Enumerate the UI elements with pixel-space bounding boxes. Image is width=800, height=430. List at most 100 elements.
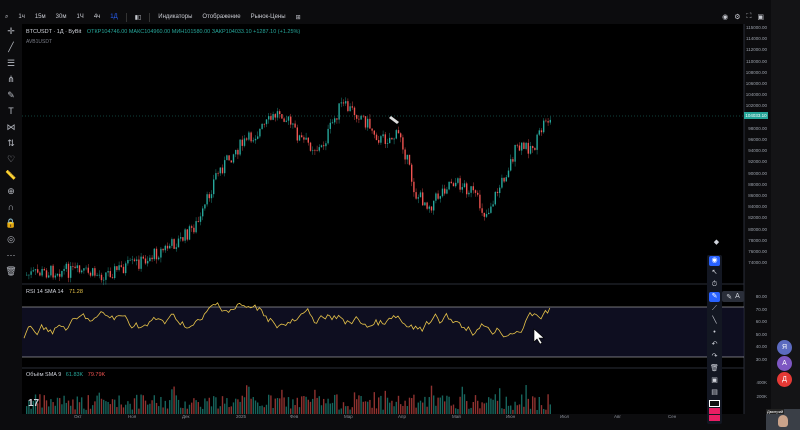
tree-icon[interactable]: ⋯ [6,250,16,260]
volume-bar [120,404,122,414]
redo-tool-icon[interactable]: ↷ [711,353,718,360]
interval-4h[interactable]: 4ч [93,14,101,20]
text-option-icon[interactable]: A [735,293,740,300]
color-pink-swatch[interactable] [709,408,720,414]
candle-body [362,115,364,117]
camera-tool-icon[interactable]: ▣ [711,377,718,384]
heart-icon[interactable]: ♡ [6,154,16,164]
candle-body [263,123,265,125]
interval-1d[interactable]: 1Д [110,14,118,20]
volume-bar [215,397,217,414]
self-video-thumbnail[interactable]: Дмитрий [766,409,800,430]
tradingview-logo-icon: 17 [28,398,40,409]
volume-bar [54,405,56,414]
candle-body [50,265,52,276]
candle-body [382,134,384,137]
volume-bar [479,408,481,414]
candle-body [318,147,320,151]
interval-1H[interactable]: 1Ч [76,14,84,20]
candle-body [98,274,100,276]
candle-body [468,192,470,195]
candle-body [426,202,428,209]
brush-tool-icon[interactable]: ✎ [709,292,720,302]
trash-icon[interactable]: 🗑 [5,266,17,276]
price-tick-label: 82000.00 [748,215,767,221]
ruler-tool-icon[interactable]: ⟋ [712,305,717,312]
draw-options-popover[interactable]: ✎ A [722,291,744,302]
participant-avatar[interactable]: А [777,356,792,371]
rsi-value: 71.28 [69,289,83,295]
volume-bar [380,395,382,414]
cursor-tool-icon[interactable]: ↖ [711,269,718,276]
snapshot-icon[interactable]: ▣ [757,14,764,21]
volume-label: Объём SMA 9 [26,372,62,378]
candle-body [534,148,536,150]
volume-bar [182,408,184,414]
volume-bar [461,386,463,414]
candle-body [85,267,87,269]
layers-tool-icon[interactable]: ▤ [711,389,718,396]
indicators-button[interactable]: Индикаторы [158,14,193,20]
color-white-swatch[interactable] [709,400,720,407]
participant-avatar[interactable]: Я [777,340,792,355]
trash-tool-icon[interactable]: 🗑 [710,365,719,372]
magnet-icon[interactable]: ∩ [7,202,15,212]
eye-icon[interactable]: ◎ [7,234,15,244]
candle-body [424,202,426,206]
interval-15m[interactable]: 15м [34,14,46,20]
color-magenta-swatch[interactable] [709,415,720,421]
volume-bar [492,399,494,414]
pattern-icon[interactable]: ⋈ [6,122,16,132]
interval-30m[interactable]: 30м [55,14,67,20]
undo-tool-icon[interactable]: ↶ [711,341,718,348]
dot-tool-icon[interactable]: • [713,329,716,336]
volume-bar [28,400,30,414]
symbol-search-icon[interactable]: ⌕ [5,13,9,20]
brush-icon[interactable]: ✎ [7,90,15,100]
text-icon[interactable]: T [8,106,14,116]
display-button[interactable]: Отображение [202,14,241,20]
volume-bar [547,394,549,414]
lock-icon[interactable]: 🔒 [5,218,17,228]
interval-1h[interactable]: 1ч [18,14,25,20]
candle-body [353,107,356,116]
price-axis[interactable]: 115000.00 114000.00 112000.00 110000.00 1080… [744,22,770,417]
timer-tool-icon[interactable]: ⏱ [711,281,718,288]
price-tick-label: 74000.00 [748,260,767,266]
pin-icon[interactable]: ◆ [713,239,720,246]
volume-bar [364,401,367,414]
volume-bar [545,409,547,414]
volume-bar [371,407,373,414]
trend-line-icon[interactable]: ╱ [8,42,14,52]
candle-body [367,118,369,128]
candle-body [446,189,448,194]
fullscreen-icon[interactable]: ⛶ [746,13,752,20]
volume-bar [353,392,356,414]
participant-avatar[interactable]: Д [777,372,792,387]
line-tool-icon[interactable]: ╲ [712,317,717,324]
volume-bar [85,409,87,414]
volume-bar [307,399,309,414]
eye-tool-icon[interactable]: ◉ [709,256,720,266]
ruler-icon[interactable]: 📏 [5,170,17,180]
prediction-icon[interactable]: ⇅ [7,138,15,148]
volume-bar [125,404,127,414]
time-axis[interactable]: Окт Ноя Дек 2025 Фев Мар Апр Май Июн Июл Авг Сен [24,414,742,424]
brush-option-icon[interactable]: ✎ [726,293,733,301]
camera-icon[interactable]: ◉ [722,14,729,21]
zoom-icon[interactable]: ⊕ [7,186,15,196]
pitchfork-icon[interactable]: ⋔ [7,74,15,84]
crosshair-icon[interactable]: ✛ [7,26,15,36]
candle-body [171,239,173,246]
candle-body [349,106,351,112]
market-prices-button[interactable]: Рынок-Цены [250,14,286,20]
horizontal-lines-icon[interactable]: ☰ [6,58,16,68]
volume-bar [30,408,32,414]
settings-icon[interactable]: ⚙ [734,14,741,21]
rsi-tick-label: 70.00 [755,306,767,312]
chart-type-icon[interactable]: ▮▯ [134,14,142,21]
layout-icon[interactable]: ⊞ [295,14,301,21]
candle-body [525,142,527,149]
volume-bar [536,409,538,414]
